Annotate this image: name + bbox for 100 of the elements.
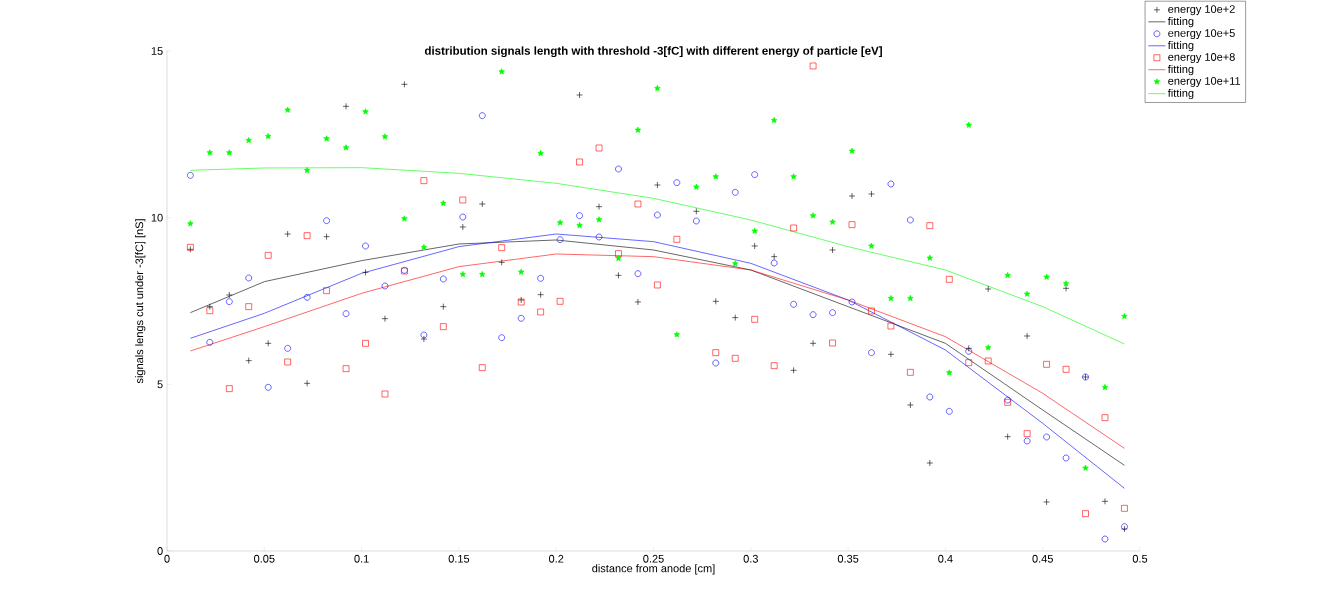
point <box>265 133 272 140</box>
chart-title: distribution signals length with threshold -3[fC] with different energy of particle [eV] <box>424 46 882 58</box>
point <box>342 144 350 151</box>
y-tick-label: 15 <box>151 47 163 55</box>
point <box>381 282 389 290</box>
point <box>809 62 817 70</box>
point <box>284 230 291 238</box>
point <box>187 220 194 227</box>
point <box>537 150 544 157</box>
point <box>926 393 934 401</box>
point <box>770 253 778 260</box>
legend-label: fitting <box>1167 64 1194 76</box>
point <box>615 165 622 173</box>
point <box>1101 384 1109 391</box>
point <box>284 106 291 113</box>
point <box>264 252 272 259</box>
legend-label: fitting <box>1167 88 1194 100</box>
point <box>381 315 389 322</box>
point <box>907 369 914 376</box>
point <box>517 315 525 322</box>
point <box>401 81 408 88</box>
point <box>420 335 428 343</box>
point <box>673 236 681 243</box>
point <box>556 219 564 226</box>
point <box>848 192 856 200</box>
point <box>323 135 330 142</box>
point <box>478 200 486 208</box>
point <box>615 272 622 279</box>
point <box>868 307 875 315</box>
point <box>206 303 214 310</box>
point <box>731 355 739 362</box>
point <box>518 268 525 275</box>
point <box>731 189 739 196</box>
point <box>1023 437 1031 445</box>
point <box>848 298 856 306</box>
point <box>790 367 797 374</box>
point <box>751 171 758 178</box>
point <box>712 349 720 356</box>
point <box>693 217 700 225</box>
x-tick-label: 0 <box>164 554 170 563</box>
point <box>498 68 505 75</box>
point <box>673 331 681 338</box>
point <box>984 285 992 293</box>
point <box>1023 332 1031 340</box>
point <box>440 303 447 310</box>
point <box>1004 272 1011 279</box>
point <box>245 303 253 310</box>
point <box>673 179 681 186</box>
point <box>595 216 603 223</box>
point <box>1121 505 1128 512</box>
point <box>362 269 369 276</box>
point <box>790 173 797 180</box>
point <box>206 149 213 156</box>
point <box>1023 290 1031 297</box>
point <box>323 233 330 240</box>
point <box>537 308 544 316</box>
point <box>751 316 758 323</box>
point <box>1101 414 1109 421</box>
y-tick-label: 0 <box>157 547 163 555</box>
point <box>965 121 972 128</box>
point <box>303 294 311 301</box>
point <box>712 359 720 367</box>
legend-label: energy 10e+5 <box>1168 29 1235 40</box>
point <box>1043 498 1050 506</box>
point <box>868 242 875 249</box>
point <box>926 459 934 467</box>
point <box>809 212 817 219</box>
point <box>556 298 564 305</box>
point <box>1121 313 1128 320</box>
point <box>381 133 389 140</box>
point <box>907 216 914 224</box>
y-tick-label: 5 <box>157 380 163 389</box>
point <box>946 408 953 415</box>
point <box>440 323 447 330</box>
point <box>420 177 428 184</box>
point <box>751 227 758 234</box>
point <box>245 357 253 364</box>
point <box>868 349 875 356</box>
point <box>206 307 214 314</box>
point <box>887 295 895 302</box>
point <box>323 217 330 224</box>
point <box>634 270 642 277</box>
point <box>498 244 506 251</box>
point <box>829 246 836 254</box>
point <box>654 181 661 189</box>
point <box>478 112 486 119</box>
point <box>264 384 272 391</box>
point <box>693 208 700 215</box>
x-tick-label: 0.5 <box>1132 554 1148 563</box>
point <box>381 390 389 398</box>
point <box>1082 510 1089 517</box>
point <box>576 222 583 229</box>
point <box>984 357 992 365</box>
point <box>770 259 778 267</box>
point <box>615 250 622 257</box>
point <box>751 242 758 250</box>
point <box>225 291 233 299</box>
point <box>1062 285 1070 292</box>
point <box>1082 464 1089 471</box>
point <box>829 218 836 225</box>
